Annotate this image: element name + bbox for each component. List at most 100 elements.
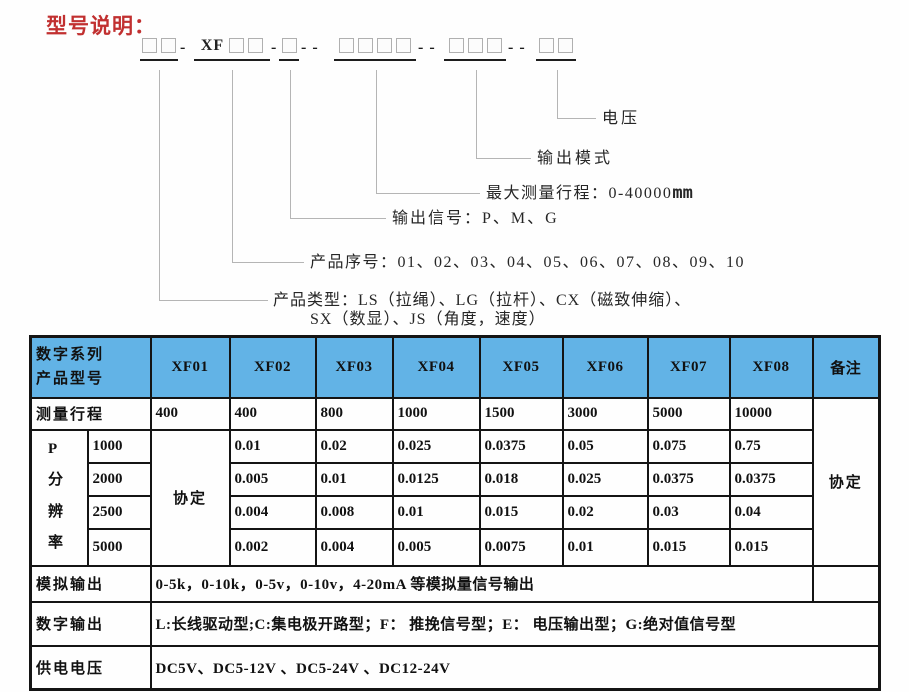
resolution-value-cell: 0.0375 — [728, 461, 814, 497]
spec-table: 数字系列 产品型号 XF01 XF02 XF03 XF04 XF05 XF06 … — [29, 335, 882, 691]
callout-label-max-travel: 最大测量行程：0-40000mm — [486, 183, 693, 203]
callout-label-voltage: 电压 — [602, 110, 641, 127]
model-header-cell: XF02 — [228, 335, 317, 399]
header-series-line2: 产品型号 — [36, 371, 105, 388]
resolution-value-cell: 0.015 — [728, 527, 814, 567]
model-header-cell: XF06 — [561, 335, 649, 399]
lv-char: 率 — [48, 535, 64, 552]
resolution-row: 2000 0.005 0.01 0.0125 0.018 0.025 0.037… — [31, 461, 880, 497]
callout-line-output-signal — [290, 218, 386, 219]
callout-line-max-travel — [376, 193, 480, 194]
format-separator: - - — [508, 39, 526, 56]
format-separator: - - — [301, 39, 319, 56]
format-separator: - — [180, 39, 187, 56]
remark-header-cell: 备注 — [811, 335, 881, 399]
format-group-0 — [140, 36, 178, 61]
callout-line-voltage — [557, 118, 596, 119]
model-header-cell: XF03 — [314, 335, 394, 399]
travel-value-cell: 400 — [228, 396, 317, 431]
travel-value-cell: 1000 — [391, 396, 481, 431]
format-box — [448, 38, 464, 53]
header-series-line1: 数字系列 — [36, 347, 105, 364]
resolution-value-cell: 0.0375 — [478, 428, 564, 464]
fen-char: 分 — [48, 472, 64, 489]
analog-value-cell: 0-5k，0-10k，0-5v，0-10v，4-20mA 等模拟量信号输出 — [149, 564, 814, 603]
callout-label-product-serial: 产品序号：01、02、03、04、05、06、07、08、09、10 — [310, 254, 746, 271]
resolution-value-cell: 0.005 — [228, 461, 317, 497]
format-box — [486, 38, 502, 53]
callout-label-output-signal: 输出信号：P、M、G — [392, 210, 559, 227]
format-group-4 — [444, 36, 506, 61]
xf01-note-cell: 协定 — [149, 428, 231, 567]
resolution-row: P 分 辨 率 1000 协定 0.01 0.02 0.025 0.0375 0… — [29, 428, 880, 567]
callout-line-output-mode — [476, 70, 477, 158]
points-cell: 2000 — [86, 461, 152, 497]
format-group-3 — [334, 36, 416, 61]
model-header-cell: XF08 — [728, 335, 814, 399]
callout-line-max-travel — [376, 70, 377, 193]
resolution-value-cell: 0.008 — [314, 494, 394, 530]
power-value-cell: DC5V、DC5-12V 、DC5-24V 、DC12-24V — [149, 644, 881, 691]
format-box — [142, 38, 157, 53]
remark-empty-cell — [811, 564, 881, 603]
callout-line-output-mode — [476, 158, 531, 159]
format-separator: - — [271, 39, 278, 56]
model-header-cell: XF01 — [149, 335, 231, 399]
resolution-value-cell: 0.01 — [561, 527, 649, 567]
callout-line-product-serial — [232, 262, 304, 263]
resolution-value-cell: 0.004 — [228, 494, 317, 530]
resolution-value-cell: 0.02 — [561, 494, 649, 530]
resolution-value-cell: 0.004 — [314, 527, 394, 567]
model-header-cell: XF07 — [646, 335, 731, 399]
travel-label-cell: 测量行程 — [29, 396, 152, 431]
resolution-row: 5000 0.002 0.004 0.005 0.0075 0.01 0.015… — [31, 527, 880, 567]
resolution-row: 2500 0.004 0.008 0.01 0.015 0.02 0.03 0.… — [31, 494, 880, 530]
resolution-value-cell: 0.01 — [228, 428, 317, 464]
format-box — [281, 38, 297, 53]
travel-value-cell: 400 — [149, 396, 231, 431]
format-box — [161, 38, 176, 53]
product-type-line1: 产品类型：LS（拉绳）、LG（拉杆）、CX（磁致伸缩）、 — [273, 292, 692, 309]
resolution-value-cell: 0.018 — [478, 461, 564, 497]
resolution-value-cell: 0.005 — [391, 527, 481, 567]
resolution-group-label-cell: P 分 辨 率 — [29, 428, 89, 567]
table-header-row: 数字系列 产品型号 XF01 XF02 XF03 XF04 XF05 XF06 … — [29, 335, 881, 399]
callout-label-product-type: 产品类型：LS（拉绳）、LG（拉杆）、CX（磁致伸缩）、 SX（数显）、JS（角… — [273, 292, 691, 328]
product-type-line2: SX（数显）、JS（角度，速度） — [310, 311, 546, 328]
callout-line-product-type — [159, 70, 160, 300]
model-header-cell: XF05 — [478, 335, 564, 399]
resolution-value-cell: 0.025 — [391, 428, 481, 464]
travel-value-cell: 1500 — [478, 396, 564, 431]
page-title: 型号说明： — [46, 15, 156, 38]
callout-line-product-serial — [232, 70, 233, 262]
power-label-cell: 供电电压 — [29, 644, 152, 691]
format-box — [339, 38, 354, 53]
format-box — [358, 38, 373, 53]
resolution-value-cell: 0.0075 — [478, 527, 564, 567]
format-box — [558, 38, 573, 53]
format-box — [539, 38, 554, 53]
resolution-group-label: P 分 辨 率 — [36, 435, 83, 561]
format-box — [248, 38, 264, 53]
travel-value-cell: 3000 — [561, 396, 649, 431]
resolution-value-cell: 0.75 — [728, 428, 814, 464]
points-cell: 1000 — [86, 428, 152, 464]
p-char: P — [48, 440, 58, 457]
format-group-1: XF — [194, 36, 270, 61]
resolution-value-cell: 0.015 — [478, 494, 564, 530]
digital-output-row: 数字输出 L:长线驱动型;C:集电极开路型；F： 推挽信号型；E： 电压输出型；… — [29, 600, 881, 647]
resolution-value-cell: 0.05 — [561, 428, 649, 464]
model-header-cell: XF04 — [391, 335, 481, 399]
digital-label-cell: 数字输出 — [29, 600, 152, 647]
remark-note-cell: 协定 — [811, 396, 881, 567]
resolution-value-cell: 0.01 — [314, 461, 394, 497]
resolution-value-cell: 0.01 — [391, 494, 481, 530]
analog-label-cell: 模拟输出 — [29, 564, 152, 603]
callout-label-output-mode: 输出模式 — [537, 150, 614, 167]
travel-row: 测量行程 400 400 800 1000 1500 3000 5000 100… — [29, 396, 881, 567]
max-travel-unit: mm — [672, 183, 693, 203]
resolution-value-cell: 0.0125 — [391, 461, 481, 497]
resolution-value-cell: 0.02 — [314, 428, 394, 464]
callout-line-voltage — [557, 70, 558, 118]
